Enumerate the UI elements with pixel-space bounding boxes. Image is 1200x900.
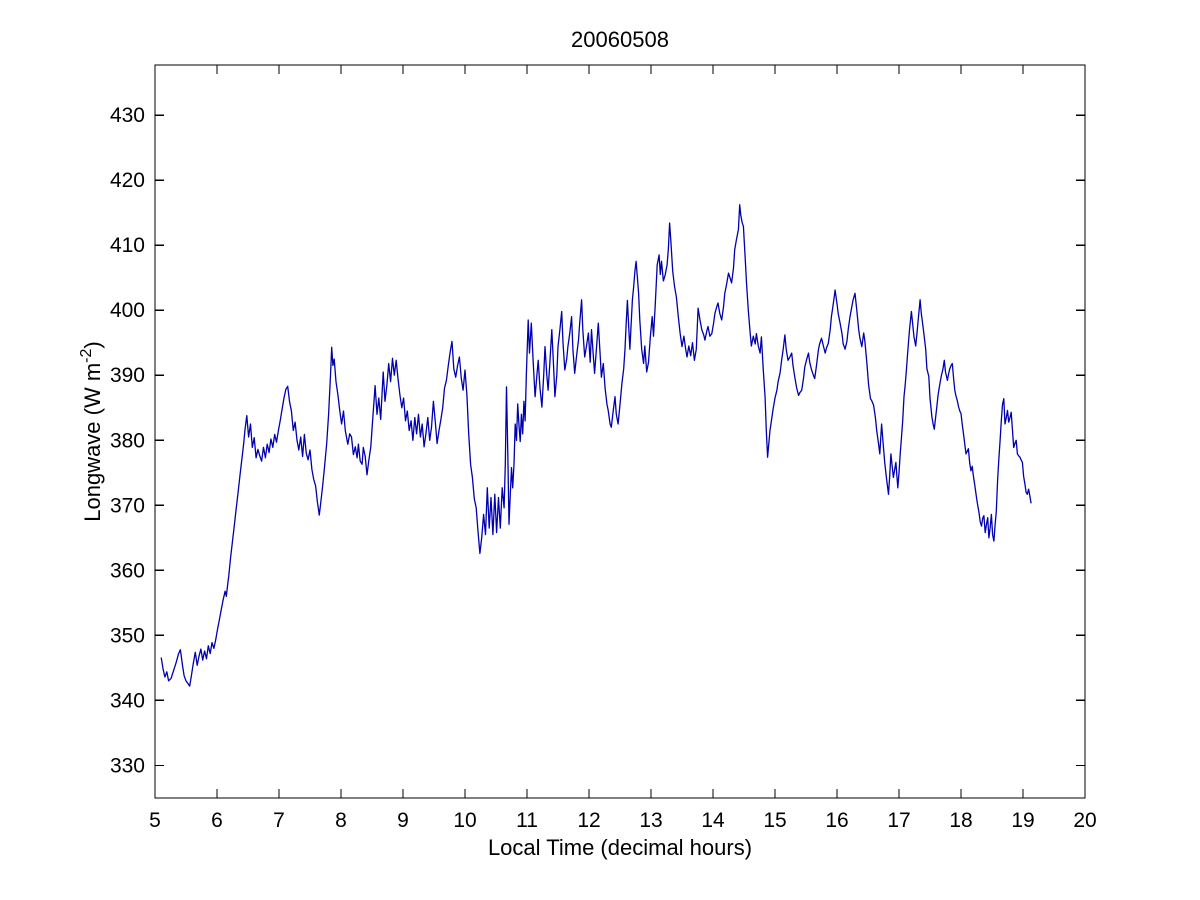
- y-axis-label-main: Longwave (W m: [80, 363, 105, 522]
- x-tick-label: 14: [701, 809, 725, 832]
- y-axis-label-superscript: -2: [78, 348, 95, 362]
- x-tick-label: 17: [887, 809, 910, 832]
- plot-frame: [154, 64, 1086, 799]
- x-tick-label: 9: [397, 809, 409, 832]
- y-tick-label: 420: [110, 169, 145, 192]
- longwave-data-line: [160, 204, 1032, 687]
- x-tick-label: 18: [949, 809, 972, 832]
- x-tick-label: 8: [335, 809, 347, 832]
- y-tick-label: 430: [110, 104, 145, 127]
- x-tick-label: 13: [639, 809, 662, 832]
- y-tick-label: 370: [110, 494, 145, 517]
- x-tick-label: 15: [763, 809, 786, 832]
- x-axis-label: Local Time (decimal hours): [488, 835, 752, 860]
- x-tick-label: 6: [211, 809, 223, 832]
- x-tick-label: 10: [453, 809, 476, 832]
- x-tick-label: 19: [1011, 809, 1034, 832]
- y-tick-label: 380: [110, 429, 145, 452]
- y-tick-label: 360: [110, 559, 145, 582]
- y-tick-label: 330: [110, 754, 145, 777]
- x-tick-label: 12: [577, 809, 600, 832]
- x-tick-label: 11: [516, 809, 538, 832]
- x-tick-label: 5: [149, 809, 161, 832]
- chart-title: 20060508: [571, 27, 669, 52]
- y-axis-label-close: ): [80, 341, 105, 348]
- x-tick-label: 20: [1073, 809, 1096, 832]
- y-tick-label: 350: [110, 624, 145, 647]
- x-tick-label: 16: [825, 809, 848, 832]
- y-axis-label: Longwave (W m-2): [78, 341, 105, 522]
- y-tick-label: 390: [110, 364, 145, 387]
- axis-tick-labels: 5 6 7 8 9 10 11 12 13 14 15 16 17 18 19 20 330 340 350 360 3…: [110, 104, 1097, 832]
- y-tick-label: 340: [110, 689, 145, 712]
- x-tick-label: 7: [273, 809, 285, 832]
- y-tick-label: 400: [110, 299, 145, 322]
- axis-tick-marks: [154, 65, 1086, 798]
- y-tick-label: 410: [110, 234, 145, 257]
